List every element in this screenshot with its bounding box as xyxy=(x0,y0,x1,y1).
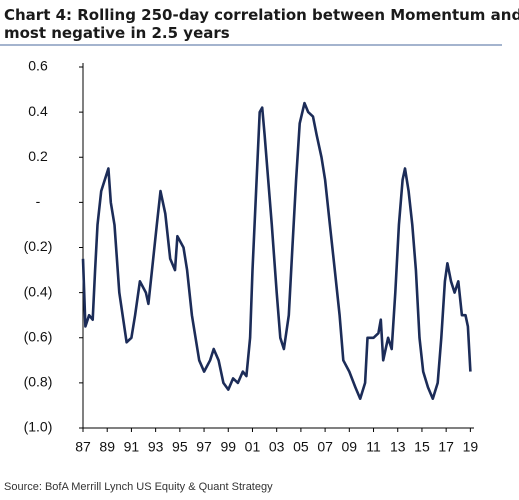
x-tick-label: 07 xyxy=(317,439,333,455)
y-tick-label: - xyxy=(36,193,41,209)
x-tick-label: 15 xyxy=(414,439,430,455)
chart-title: Chart 4: Rolling 250-day correlation bet… xyxy=(4,6,519,24)
y-tick-label: (0.2) xyxy=(24,238,53,254)
x-tick-label: 09 xyxy=(342,439,358,455)
x-tick-label: 91 xyxy=(124,439,140,455)
x-tick-label: 13 xyxy=(390,439,406,455)
x-tick-label: 89 xyxy=(99,439,115,455)
x-tick-label: 05 xyxy=(293,439,309,455)
x-tick-label: 97 xyxy=(196,439,212,455)
y-tick-label: (0.6) xyxy=(24,328,53,344)
y-tick-label: (1.0) xyxy=(24,419,53,435)
x-tick-label: 03 xyxy=(269,439,285,455)
x-tick-label: 17 xyxy=(438,439,454,455)
y-tick-label: 0.6 xyxy=(28,58,48,74)
y-tick-label: (0.8) xyxy=(24,374,53,390)
chart-title: most negative in 2.5 years xyxy=(4,24,230,42)
x-tick-label: 01 xyxy=(245,439,261,455)
y-tick-label: (0.4) xyxy=(24,283,53,299)
x-tick-label: 99 xyxy=(220,439,236,455)
y-tick-label: 0.4 xyxy=(28,103,48,119)
source-note: Source: BofA Merrill Lynch US Equity & Q… xyxy=(4,481,273,493)
x-tick-label: 93 xyxy=(148,439,164,455)
x-tick-label: 11 xyxy=(366,439,381,455)
x-tick-label: 87 xyxy=(75,439,91,455)
x-tick-label: 19 xyxy=(463,439,479,455)
x-tick-label: 95 xyxy=(172,439,188,455)
y-tick-label: 0.2 xyxy=(28,148,48,164)
data-line xyxy=(81,101,472,400)
